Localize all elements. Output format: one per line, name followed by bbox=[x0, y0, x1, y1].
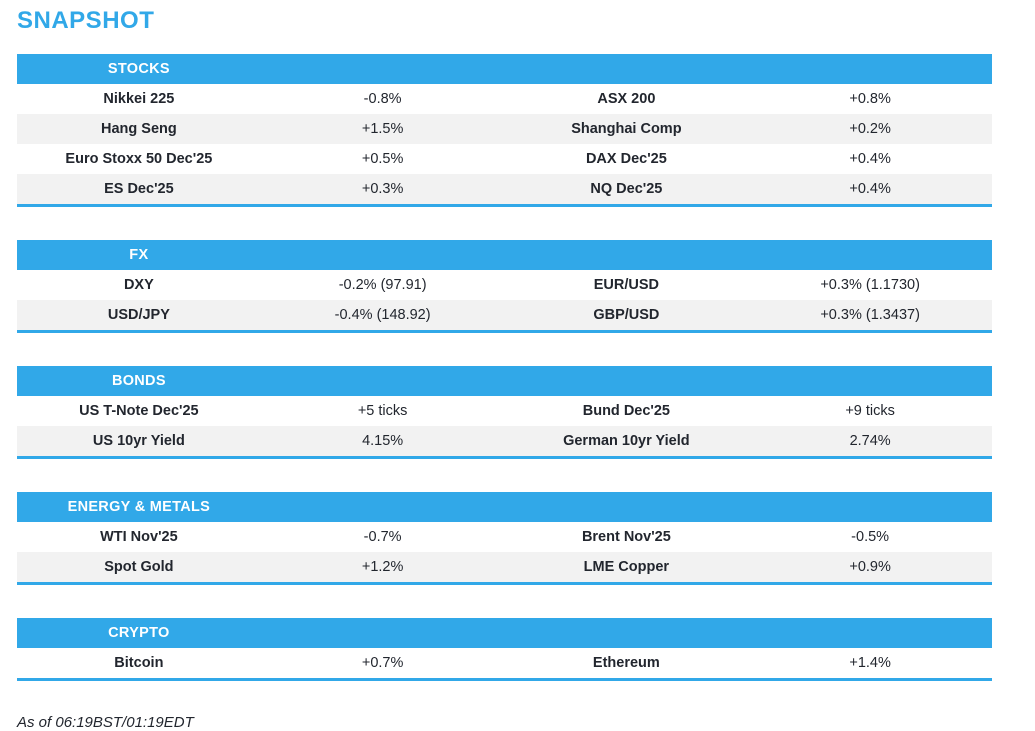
cell-change: +0.8% bbox=[849, 91, 891, 107]
table-header-title: BONDS bbox=[111, 373, 166, 389]
cell-instrument: DAX Dec'25 bbox=[585, 151, 667, 167]
cell-instrument: US 10yr Yield bbox=[92, 433, 185, 449]
snapshot-page: SNAPSHOT STOCKS Nikkei 225 -0.8% ASX 200 +0… bbox=[17, 7, 992, 731]
table-row: USD/JPY -0.4% (148.92) GBP/USD +0.3% (1.343… bbox=[17, 300, 992, 330]
table-header: STOCKS bbox=[17, 54, 992, 84]
table-header-title: FX bbox=[129, 247, 149, 263]
table-header: ENERGY & METALS bbox=[17, 492, 992, 522]
cell-change: 4.15% bbox=[362, 433, 404, 449]
cell-change: +1.4% bbox=[849, 655, 891, 671]
market-table: CRYPTO Bitcoin +0.7% Ethereum +1.4% bbox=[17, 618, 992, 681]
cell-instrument: ES Dec'25 bbox=[104, 181, 174, 197]
table-row: Spot Gold +1.2% LME Copper +0.9% bbox=[17, 552, 992, 582]
cell-change: 2.74% bbox=[849, 433, 891, 449]
cell-instrument: Hang Seng bbox=[101, 121, 177, 137]
table-header-title: ENERGY & METALS bbox=[67, 499, 211, 515]
cell-instrument: USD/JPY bbox=[107, 307, 170, 323]
cell-change: +0.4% bbox=[849, 181, 891, 197]
table-row: Euro Stoxx 50 Dec'25 +0.5% DAX Dec'25 +0.4% bbox=[17, 144, 992, 174]
table-header: BONDS bbox=[17, 366, 992, 396]
cell-change: +0.7% bbox=[361, 655, 404, 671]
cell-change: +0.9% bbox=[849, 559, 891, 575]
cell-change: +0.3% (1.1730) bbox=[820, 277, 920, 293]
cell-change: +0.4% bbox=[849, 151, 891, 167]
cell-change: +0.3% (1.3437) bbox=[820, 307, 920, 323]
market-table: FX DXY -0.2% (97.91) EUR/USD +0.3% (1.1730)… bbox=[17, 240, 992, 333]
cell-instrument: US T-Note Dec'25 bbox=[79, 403, 199, 419]
cell-instrument: Shanghai Comp bbox=[571, 121, 682, 137]
table-row: WTI Nov'25 -0.7% Brent Nov'25 -0.5% bbox=[17, 522, 992, 552]
cell-change: +1.5% bbox=[361, 121, 404, 137]
cell-change: -0.4% (148.92) bbox=[334, 307, 431, 323]
cell-change: +0.3% bbox=[361, 181, 404, 197]
cell-instrument: German 10yr Yield bbox=[563, 433, 690, 449]
cell-instrument: DXY bbox=[123, 277, 154, 293]
cell-instrument: NQ Dec'25 bbox=[590, 181, 663, 197]
cell-change: +0.5% bbox=[361, 151, 404, 167]
cell-change: +0.2% bbox=[849, 121, 891, 137]
cell-change: -0.5% bbox=[851, 529, 890, 545]
cell-change: -0.7% bbox=[363, 529, 402, 545]
cell-change: +9 ticks bbox=[845, 403, 895, 419]
snapshot-tables: STOCKS Nikkei 225 -0.8% ASX 200 +0.8% Hang S… bbox=[17, 54, 992, 681]
cell-instrument: Euro Stoxx 50 Dec'25 bbox=[65, 151, 213, 167]
table-row: ES Dec'25 +0.3% NQ Dec'25 +0.4% bbox=[17, 174, 992, 204]
cell-instrument: WTI Nov'25 bbox=[100, 529, 178, 545]
market-table: ENERGY & METALS WTI Nov'25 -0.7% Brent Nov… bbox=[17, 492, 992, 585]
market-table: STOCKS Nikkei 225 -0.8% ASX 200 +0.8% Hang S… bbox=[17, 54, 992, 207]
cell-instrument: EUR/USD bbox=[593, 277, 659, 293]
cell-instrument: Bund Dec'25 bbox=[582, 403, 670, 419]
page-title: SNAPSHOT bbox=[17, 7, 155, 34]
cell-instrument: GBP/USD bbox=[593, 307, 660, 323]
cell-instrument: Nikkei 225 bbox=[103, 91, 175, 107]
cell-instrument: Spot Gold bbox=[104, 559, 174, 575]
cell-instrument: Bitcoin bbox=[114, 655, 164, 671]
table-header: FX bbox=[17, 240, 992, 270]
cell-change: -0.2% (97.91) bbox=[338, 277, 427, 293]
cell-change: +5 ticks bbox=[357, 403, 408, 419]
cell-instrument: Ethereum bbox=[592, 655, 660, 671]
market-table: BONDS US T-Note Dec'25 +5 ticks Bund Dec'2… bbox=[17, 366, 992, 459]
table-header-title: STOCKS bbox=[107, 61, 170, 77]
table-row: DXY -0.2% (97.91) EUR/USD +0.3% (1.1730) bbox=[17, 270, 992, 300]
table-row: US 10yr Yield 4.15% German 10yr Yield 2.74% bbox=[17, 426, 992, 456]
cell-instrument: LME Copper bbox=[583, 559, 670, 575]
table-row: Bitcoin +0.7% Ethereum +1.4% bbox=[17, 648, 992, 678]
cell-change: +1.2% bbox=[361, 559, 404, 575]
timestamp-note: As of 06:19BST/01:19EDT bbox=[17, 714, 194, 731]
table-row: Hang Seng +1.5% Shanghai Comp +0.2% bbox=[17, 114, 992, 144]
cell-change: -0.8% bbox=[363, 91, 402, 107]
cell-instrument: ASX 200 bbox=[597, 91, 656, 107]
table-header-title: CRYPTO bbox=[108, 625, 170, 641]
cell-instrument: Brent Nov'25 bbox=[581, 529, 671, 545]
table-row: Nikkei 225 -0.8% ASX 200 +0.8% bbox=[17, 84, 992, 114]
table-header: CRYPTO bbox=[17, 618, 992, 648]
table-row: US T-Note Dec'25 +5 ticks Bund Dec'25 +9 ti… bbox=[17, 396, 992, 426]
